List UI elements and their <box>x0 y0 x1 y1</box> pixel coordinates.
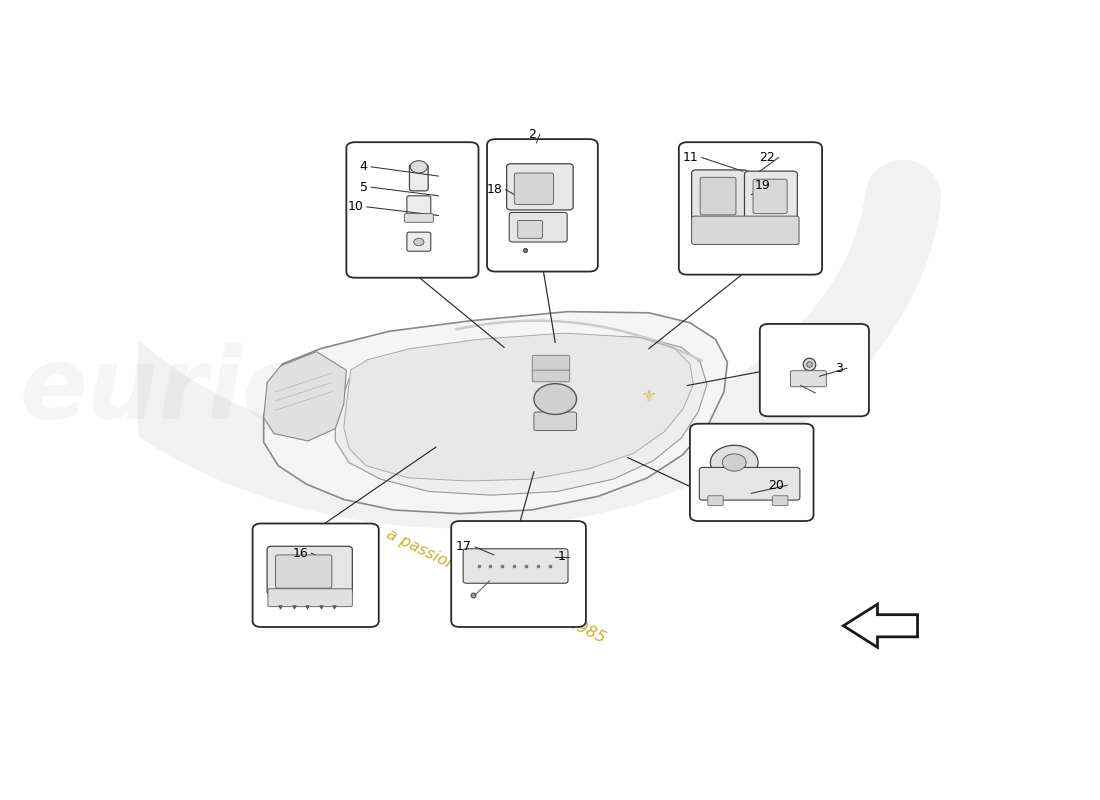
Text: a passion for parts since 1985: a passion for parts since 1985 <box>384 526 607 646</box>
FancyBboxPatch shape <box>690 424 814 521</box>
FancyBboxPatch shape <box>745 171 798 219</box>
FancyBboxPatch shape <box>692 170 748 222</box>
FancyBboxPatch shape <box>532 355 570 371</box>
FancyBboxPatch shape <box>346 142 478 278</box>
Circle shape <box>410 161 427 173</box>
Circle shape <box>711 446 758 480</box>
Text: 16: 16 <box>293 546 308 559</box>
FancyBboxPatch shape <box>487 139 598 271</box>
FancyBboxPatch shape <box>754 179 788 214</box>
FancyBboxPatch shape <box>268 589 352 606</box>
FancyBboxPatch shape <box>772 496 788 506</box>
FancyBboxPatch shape <box>407 232 431 251</box>
FancyBboxPatch shape <box>707 496 723 506</box>
FancyBboxPatch shape <box>409 164 428 191</box>
FancyBboxPatch shape <box>463 549 568 583</box>
FancyBboxPatch shape <box>253 523 378 627</box>
Circle shape <box>534 384 576 414</box>
Polygon shape <box>844 604 917 647</box>
Text: ⚜: ⚜ <box>641 388 657 406</box>
FancyBboxPatch shape <box>276 555 332 588</box>
Circle shape <box>723 454 746 471</box>
Text: 5: 5 <box>360 181 367 194</box>
FancyBboxPatch shape <box>515 173 553 205</box>
Text: 18: 18 <box>486 183 503 196</box>
FancyBboxPatch shape <box>407 196 431 218</box>
FancyBboxPatch shape <box>679 142 822 274</box>
FancyBboxPatch shape <box>507 164 573 210</box>
FancyBboxPatch shape <box>518 221 542 238</box>
Text: 19: 19 <box>755 179 770 192</box>
FancyBboxPatch shape <box>509 213 568 242</box>
Text: 2: 2 <box>529 128 537 141</box>
Polygon shape <box>264 311 727 514</box>
Text: 3: 3 <box>836 362 844 374</box>
Text: 4: 4 <box>360 160 367 174</box>
FancyBboxPatch shape <box>532 370 570 382</box>
FancyBboxPatch shape <box>700 467 800 500</box>
FancyBboxPatch shape <box>760 324 869 416</box>
Polygon shape <box>264 352 346 441</box>
Text: 10: 10 <box>348 200 363 214</box>
FancyBboxPatch shape <box>700 178 736 215</box>
Text: 17: 17 <box>455 541 472 554</box>
Text: 1: 1 <box>558 550 565 563</box>
FancyBboxPatch shape <box>451 521 586 627</box>
Text: euricparts: euricparts <box>19 343 597 440</box>
Circle shape <box>414 238 424 246</box>
Polygon shape <box>344 333 693 481</box>
FancyBboxPatch shape <box>534 412 576 430</box>
Text: 22: 22 <box>759 151 775 164</box>
FancyBboxPatch shape <box>791 370 826 386</box>
Text: 20: 20 <box>768 479 783 492</box>
FancyBboxPatch shape <box>267 546 352 594</box>
Polygon shape <box>336 335 707 495</box>
FancyBboxPatch shape <box>692 216 799 245</box>
Text: 11: 11 <box>683 151 698 164</box>
FancyBboxPatch shape <box>405 214 433 222</box>
